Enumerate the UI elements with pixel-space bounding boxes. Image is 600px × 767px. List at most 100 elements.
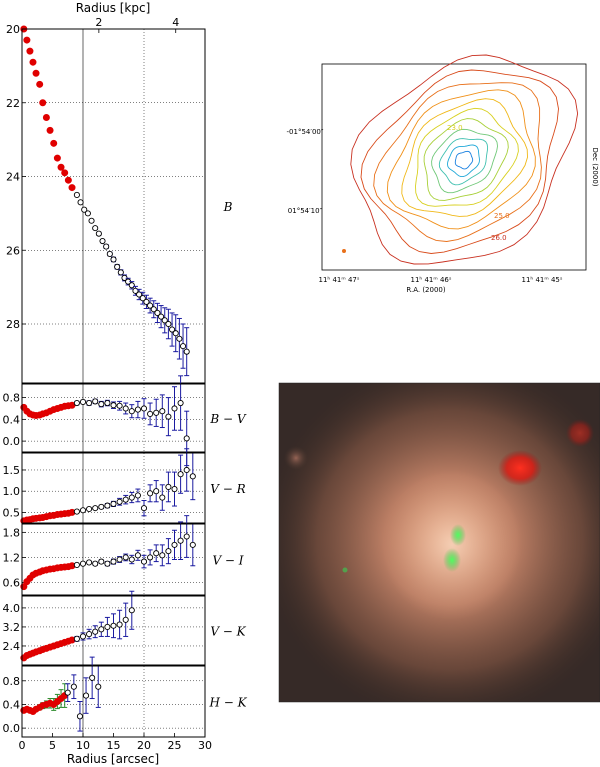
panel-0-s0-point-2 bbox=[26, 47, 34, 55]
panel-0-s0-point-8 bbox=[46, 126, 54, 134]
panel-5-ytick-label-1: 0.4 bbox=[3, 698, 21, 711]
panel-3-s1-point-4 bbox=[98, 558, 105, 565]
panel-1-s1-point-3 bbox=[92, 398, 99, 405]
panel-0-s0-point-1 bbox=[23, 36, 31, 44]
panel-3-s1-point-16 bbox=[171, 541, 178, 548]
contour-lines bbox=[350, 54, 579, 265]
panel-1-s1-point-1 bbox=[79, 398, 87, 406]
panel-3-s1-point-0 bbox=[73, 561, 80, 568]
panel-v-r: 0.5 1.0 1.5 V − R bbox=[3, 448, 246, 525]
panel-1-s1-point-4 bbox=[98, 401, 105, 408]
panel-2-ytick-label-1: 1.0 bbox=[3, 485, 21, 498]
panel-0-s0-point-11 bbox=[57, 163, 65, 171]
panel-0-s1-point-21 bbox=[150, 306, 157, 313]
xtick-label-2: 10 bbox=[76, 739, 90, 752]
panel-0-s1-point-29 bbox=[179, 343, 187, 350]
panel-2-s1-point-2 bbox=[86, 505, 93, 513]
panel-2-s1-point-18 bbox=[183, 466, 190, 474]
panel-0-s1-point-11 bbox=[114, 263, 121, 270]
contour-label-3: 26.0 bbox=[491, 234, 507, 242]
panel-0-s1-point-27 bbox=[172, 330, 179, 337]
x-axis-label: Radius [arcsec] bbox=[67, 752, 159, 766]
panel-1-s1-point-2 bbox=[86, 399, 93, 407]
top-axis-tick-label-1: 4 bbox=[172, 16, 179, 29]
panel-2-s1-point-13 bbox=[153, 488, 160, 495]
panel-0-s0-point-7 bbox=[42, 114, 50, 121]
panel-3-s1-point-14 bbox=[159, 552, 166, 559]
panel-3-s1-point-18 bbox=[183, 533, 190, 540]
xtick-label-5: 25 bbox=[168, 739, 182, 752]
panel-2-s1-point-5 bbox=[104, 502, 111, 509]
panel-0-ytick-label-0: 20 bbox=[6, 23, 20, 36]
panel-3-s1-point-9 bbox=[128, 556, 135, 563]
panel-1-s1-point-13 bbox=[153, 409, 160, 416]
panel-1-s1-point-11 bbox=[140, 405, 148, 412]
panel-0-s0-point-9 bbox=[50, 139, 58, 147]
contour-ytick-1: -01°54′00″ bbox=[287, 128, 324, 136]
contour-level-7 bbox=[431, 128, 498, 194]
panel-0-s1-point-7 bbox=[99, 237, 106, 245]
panel-5-s1-point-4 bbox=[89, 674, 96, 681]
xtick-label-6: 30 bbox=[198, 739, 212, 752]
panel-4-band-label: V − K bbox=[210, 625, 246, 639]
panel-1-s1-point-6 bbox=[110, 402, 117, 409]
color-composite-image bbox=[279, 383, 600, 702]
contour-level-2 bbox=[373, 82, 542, 242]
panel-3-s1-point-5 bbox=[104, 560, 111, 567]
panel-0-s1-point-1 bbox=[77, 199, 84, 206]
panel-0-s1-point-9 bbox=[106, 250, 113, 257]
panel-4-s1-point-2 bbox=[86, 631, 93, 638]
panel-5-s1-point-5 bbox=[95, 683, 102, 690]
panel-1-s1-point-8 bbox=[122, 405, 129, 412]
panel-v-k: 2.4 3.2 4.0 V − K bbox=[3, 590, 247, 666]
panel-0-s0-point-3 bbox=[29, 58, 37, 66]
panel-2-s1-point-11 bbox=[140, 505, 148, 512]
panel-3-s1-point-13 bbox=[153, 550, 160, 557]
panel-h-k: 0.0 0.4 0.8 H − K 0 5 10 15 20 25 30 Radius [arcsec… bbox=[3, 656, 248, 766]
contour-level-9 bbox=[447, 144, 480, 178]
panel-0-s1-point-18 bbox=[139, 295, 146, 302]
xtick-label-3: 15 bbox=[107, 739, 121, 752]
panel-4-frame bbox=[21, 595, 206, 666]
panel-2-s1-point-8 bbox=[122, 496, 129, 503]
panel-5-ytick-label-0: 0.0 bbox=[3, 722, 21, 735]
panel-4-ytick-label-0: 2.4 bbox=[3, 640, 21, 653]
panel-0-s0-point-13 bbox=[64, 176, 72, 184]
panel-1-s1-point-7 bbox=[116, 402, 123, 409]
panel-0-s1-point-22 bbox=[154, 309, 161, 316]
panel-0-s1-point-10 bbox=[110, 256, 117, 263]
panel-1-s1-point-16 bbox=[171, 405, 178, 412]
panel-1-s1-point-0 bbox=[73, 399, 80, 407]
panel-3-s1-point-15 bbox=[165, 548, 172, 555]
panel-1-band-label: B − V bbox=[209, 412, 247, 426]
panel-2-s1-point-10 bbox=[134, 492, 141, 499]
panel-0-s0-point-4 bbox=[32, 69, 40, 77]
panel-1-ytick-label-1: 0.4 bbox=[3, 413, 21, 426]
panel-2-s1-point-14 bbox=[159, 494, 166, 501]
panel-3-frame bbox=[21, 523, 206, 596]
panel-5-band-label: H − K bbox=[208, 696, 247, 710]
panel-0-s0-point-14 bbox=[68, 184, 76, 192]
panel-0-s1-point-30 bbox=[183, 348, 190, 355]
contour-xtick-2: 11ʰ 41ᵐ 46ˢ bbox=[411, 276, 452, 284]
contour-xtick-1: 11ʰ 41ᵐ 47ˢ bbox=[319, 276, 360, 284]
panel-0-s1-point-12 bbox=[117, 269, 124, 276]
panel-3-ytick-label-1: 1.2 bbox=[3, 551, 21, 564]
panel-5-s1-point-1 bbox=[70, 683, 77, 690]
panel-0-s1-point-19 bbox=[143, 298, 150, 305]
panel-4-s1-point-0 bbox=[73, 635, 80, 642]
panel-4-s1-point-3 bbox=[92, 628, 99, 635]
contour-level-8 bbox=[438, 138, 489, 186]
panel-0-ytick-label-4: 28 bbox=[6, 318, 20, 331]
panel-4-ytick-label-1: 3.2 bbox=[3, 621, 21, 634]
faint-source bbox=[284, 446, 308, 470]
panel-0-s0-point-6 bbox=[39, 99, 47, 107]
panel-2-s1-point-12 bbox=[147, 490, 154, 497]
contour-xlabel: R.A. (2000) bbox=[406, 286, 446, 294]
panel-0-band-label: B bbox=[223, 200, 233, 214]
panel-2-s1-point-4 bbox=[98, 503, 105, 510]
panel-3-s1-point-12 bbox=[147, 554, 154, 561]
panel-3-s1-point-3 bbox=[92, 560, 99, 567]
